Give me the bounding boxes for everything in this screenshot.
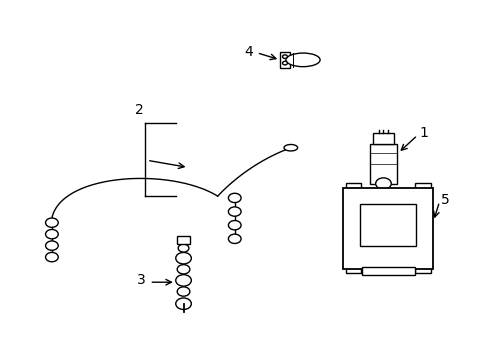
Bar: [345, 183, 361, 190]
Circle shape: [45, 218, 58, 227]
Bar: [369, 144, 396, 184]
Bar: [177, 235, 189, 244]
Text: 3: 3: [137, 273, 146, 287]
Circle shape: [177, 287, 189, 296]
Bar: [361, 267, 414, 275]
Circle shape: [375, 201, 390, 212]
Bar: [415, 183, 430, 190]
Bar: [280, 52, 289, 68]
Circle shape: [175, 298, 191, 310]
Circle shape: [178, 244, 188, 252]
Circle shape: [45, 241, 58, 250]
Bar: [415, 267, 430, 273]
Bar: [345, 267, 361, 273]
Ellipse shape: [284, 144, 297, 151]
Circle shape: [228, 221, 241, 230]
Bar: [360, 204, 415, 246]
Circle shape: [282, 61, 287, 65]
Circle shape: [228, 234, 241, 243]
Circle shape: [177, 265, 189, 274]
Bar: [372, 134, 393, 144]
Text: 1: 1: [418, 126, 427, 140]
Text: 2: 2: [135, 103, 144, 117]
Circle shape: [228, 207, 241, 216]
Text: 5: 5: [440, 193, 449, 207]
Circle shape: [282, 55, 287, 58]
Circle shape: [175, 275, 191, 286]
Circle shape: [375, 178, 390, 189]
Circle shape: [175, 252, 191, 264]
Circle shape: [45, 252, 58, 262]
Circle shape: [45, 229, 58, 239]
Circle shape: [228, 193, 241, 203]
Text: 4: 4: [244, 45, 253, 59]
Ellipse shape: [285, 53, 320, 67]
Bar: [343, 188, 432, 269]
Circle shape: [375, 189, 390, 201]
